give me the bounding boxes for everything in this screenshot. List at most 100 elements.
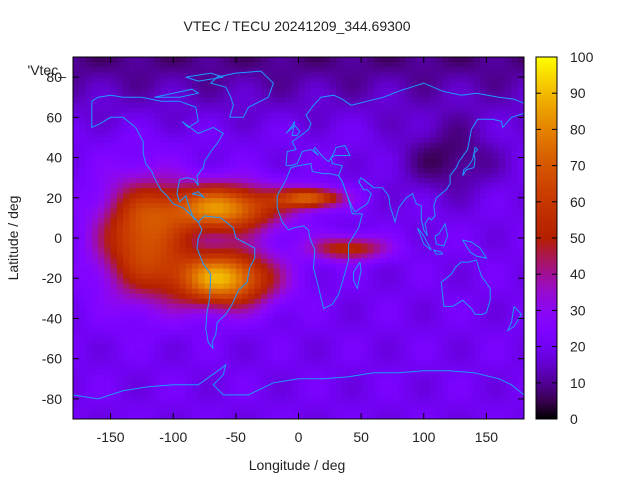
- heatmap-cell: [505, 273, 512, 279]
- heatmap-cell: [467, 137, 475, 143]
- heatmap-cell: [235, 283, 243, 289]
- heatmap-cell: [323, 368, 331, 375]
- heatmap-cell: [492, 343, 500, 350]
- heatmap-cell: [210, 137, 218, 143]
- heatmap-cell: [480, 72, 487, 78]
- heatmap-cell: [217, 248, 224, 254]
- heatmap-cell: [436, 298, 443, 304]
- heatmap-cell: [154, 92, 162, 98]
- heatmap-cell: [492, 333, 500, 339]
- heatmap-cell: [98, 268, 105, 274]
- heatmap-cell: [179, 157, 187, 163]
- heatmap-cell: [292, 283, 299, 289]
- heatmap-cell: [467, 383, 475, 390]
- heatmap-cell: [467, 222, 475, 229]
- heatmap-cell: [235, 383, 243, 390]
- heatmap-cell: [267, 353, 274, 360]
- heatmap-cell: [91, 363, 99, 370]
- heatmap-cell: [417, 157, 425, 163]
- heatmap-cell: [411, 238, 418, 244]
- heatmap-cell: [323, 232, 331, 239]
- heatmap-cell: [210, 72, 218, 78]
- heatmap-cell: [379, 192, 387, 199]
- heatmap-cell: [73, 373, 80, 380]
- heatmap-cell: [492, 308, 500, 314]
- heatmap-cell: [217, 177, 224, 184]
- heatmap-cell: [235, 368, 243, 375]
- heatmap-cell: [354, 152, 362, 158]
- heatmap-cell: [198, 107, 205, 113]
- heatmap-cell: [486, 278, 494, 284]
- heatmap-cell: [448, 137, 456, 143]
- heatmap-cell: [148, 248, 155, 254]
- heatmap-cell: [436, 313, 443, 319]
- heatmap-cell: [173, 268, 180, 274]
- heatmap-cell: [367, 62, 375, 68]
- heatmap-cell: [104, 197, 111, 204]
- heatmap-cell: [79, 388, 86, 395]
- heatmap-cell: [135, 273, 143, 279]
- heatmap-cell: [423, 207, 431, 214]
- heatmap-cell: [480, 97, 487, 103]
- heatmap-cell: [166, 72, 174, 78]
- heatmap-cell: [73, 152, 80, 158]
- heatmap-cell: [160, 102, 168, 108]
- heatmap-cell: [448, 293, 456, 299]
- heatmap-cell: [235, 263, 243, 269]
- heatmap-cell: [411, 117, 418, 123]
- heatmap-cell: [185, 122, 193, 128]
- heatmap-cell: [129, 358, 137, 365]
- heatmap-cell: [129, 92, 137, 98]
- heatmap-cell: [336, 338, 343, 344]
- heatmap-cell: [79, 303, 86, 309]
- heatmap-cell: [329, 222, 337, 229]
- heatmap-cell: [292, 413, 299, 420]
- heatmap-cell: [110, 338, 118, 344]
- heatmap-cell: [398, 147, 406, 153]
- heatmap-cell: [85, 293, 93, 299]
- heatmap-cell: [323, 212, 331, 219]
- heatmap-cell: [79, 338, 86, 344]
- heatmap-cell: [141, 348, 149, 355]
- heatmap-cell: [223, 227, 230, 234]
- heatmap-cell: [192, 217, 199, 224]
- heatmap-cell: [285, 197, 293, 204]
- heatmap-cell: [436, 398, 443, 405]
- heatmap-cell: [442, 273, 450, 279]
- heatmap-cell: [85, 182, 93, 189]
- heatmap-cell: [354, 238, 362, 244]
- heatmap-cell: [141, 92, 149, 98]
- heatmap-cell: [179, 207, 187, 214]
- heatmap-cell: [154, 313, 162, 319]
- heatmap-cell: [91, 328, 99, 334]
- heatmap-cell: [79, 293, 86, 299]
- heatmap-cell: [317, 403, 324, 410]
- heatmap-cell: [223, 308, 230, 314]
- heatmap-cell: [148, 258, 155, 264]
- heatmap-cell: [461, 273, 469, 279]
- heatmap-cell: [79, 97, 86, 103]
- heatmap-cell: [198, 398, 205, 405]
- heatmap-cell: [91, 122, 99, 128]
- heatmap-cell: [323, 353, 331, 360]
- heatmap-cell: [160, 207, 168, 214]
- heatmap-cell: [135, 82, 143, 88]
- heatmap-cell: [166, 67, 174, 73]
- heatmap-cell: [73, 217, 80, 224]
- heatmap-cell: [498, 62, 506, 68]
- heatmap-cell: [361, 217, 368, 224]
- heatmap-cell: [455, 87, 462, 93]
- heatmap-cell: [85, 368, 93, 375]
- heatmap-cell: [373, 383, 381, 390]
- heatmap-cell: [486, 413, 494, 420]
- heatmap-cell: [448, 383, 456, 390]
- heatmap-cell: [116, 202, 124, 209]
- heatmap-cell: [480, 82, 487, 88]
- heatmap-cell: [336, 373, 343, 380]
- heatmap-cell: [166, 177, 174, 184]
- heatmap-cell: [123, 132, 130, 138]
- heatmap-cell: [448, 232, 456, 239]
- heatmap-cell: [467, 92, 475, 98]
- heatmap-cell: [423, 328, 431, 334]
- heatmap-cell: [430, 87, 437, 93]
